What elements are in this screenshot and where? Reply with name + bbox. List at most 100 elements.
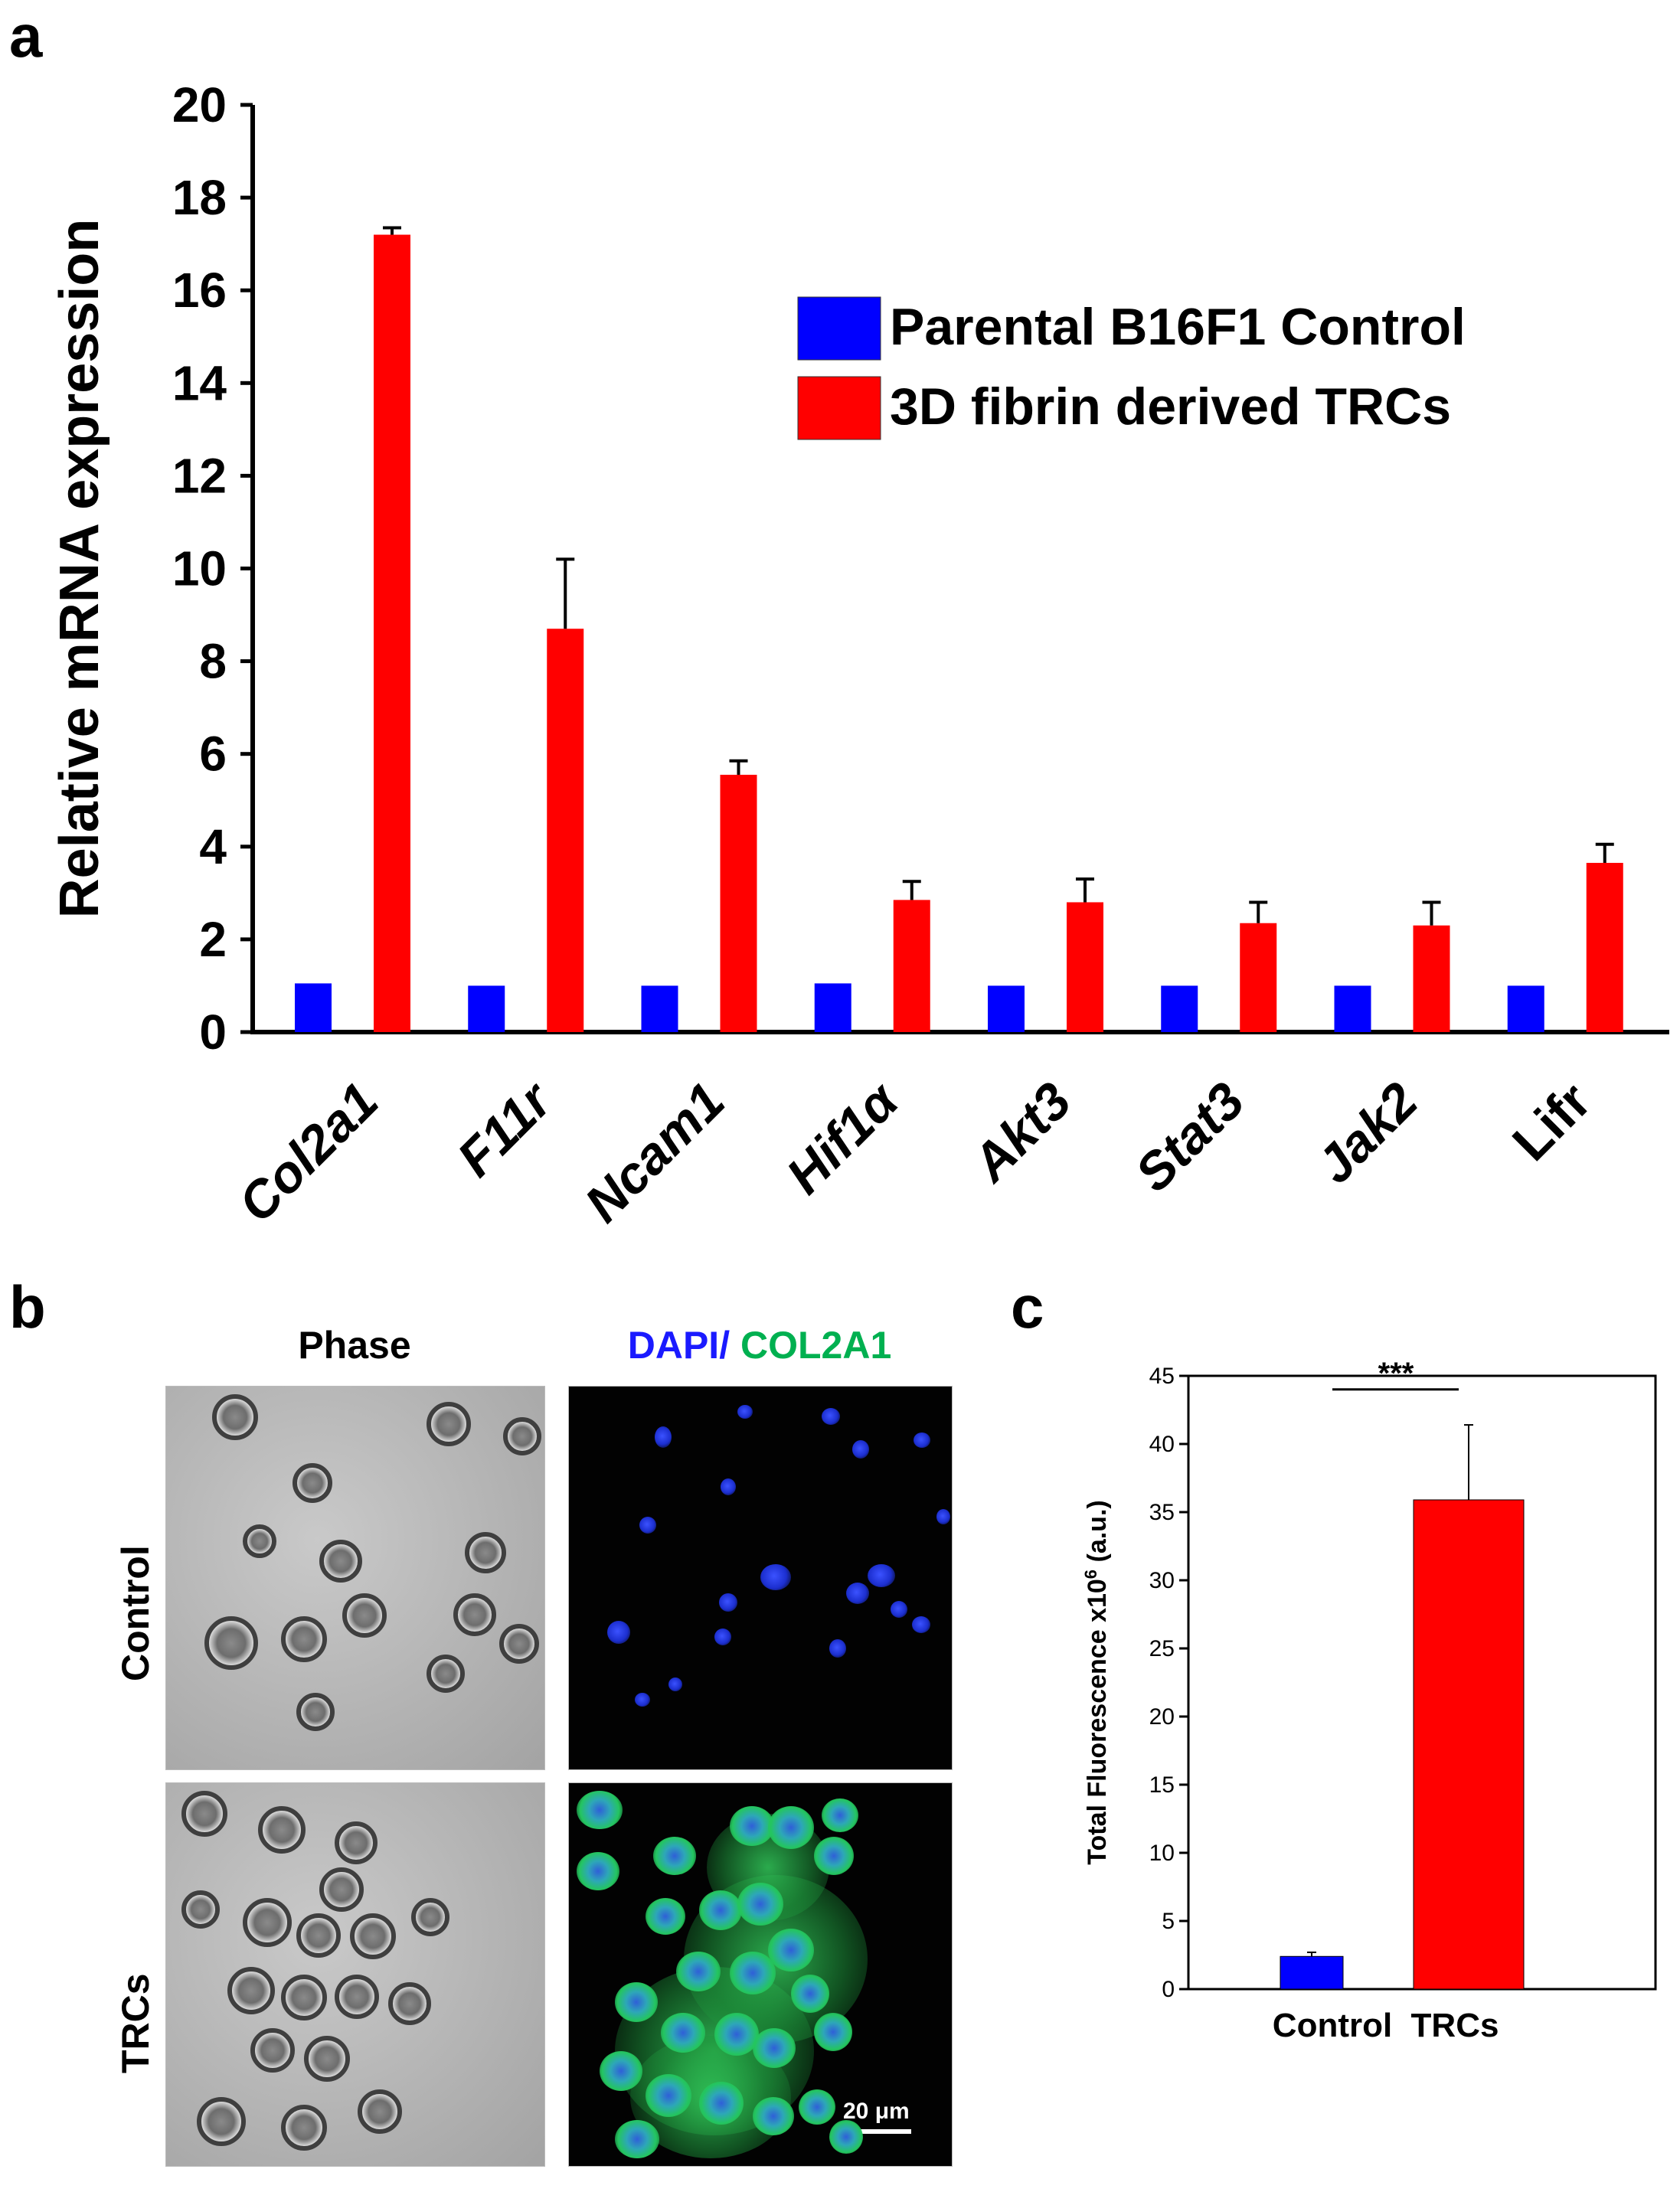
col2a1-label: COL2A1 bbox=[730, 1324, 892, 1367]
y-tick-label-a-8: 16 bbox=[172, 263, 227, 318]
x-tick-label-a-6: Jak2 bbox=[1306, 1071, 1429, 1194]
phase-trcs-cell bbox=[304, 2036, 350, 2082]
trcs-stained-cell bbox=[676, 1952, 721, 1991]
trcs-stained-cell bbox=[661, 2013, 705, 2053]
dapi-control-nucleus bbox=[936, 1509, 950, 1524]
trcs-stained-cell bbox=[577, 1791, 623, 1829]
dapi-control-nucleus bbox=[655, 1426, 672, 1448]
dapi-control-nucleus bbox=[719, 1593, 737, 1612]
x-tick-label-c-0: Control bbox=[1273, 2007, 1392, 2044]
y-tick-label-c-2: 10 bbox=[1149, 1841, 1175, 1866]
trcs-stained-cell bbox=[753, 2028, 796, 2068]
col-label-phase: Phase bbox=[298, 1324, 411, 1367]
phase-control-cell bbox=[503, 1417, 541, 1455]
phase-trcs-cell bbox=[319, 1867, 364, 1912]
y-axis-label-a: Relative mRNA expression bbox=[49, 219, 110, 919]
trcs-stained-cell bbox=[653, 1837, 696, 1875]
x-tick-label-a-1: F11r bbox=[446, 1070, 564, 1187]
phase-control-cell bbox=[281, 1616, 327, 1662]
trcs-stained-cell bbox=[791, 1975, 829, 2013]
bar-a-1-2 bbox=[720, 774, 757, 1032]
bar-a-1-6 bbox=[1413, 925, 1450, 1032]
phase-control-cell bbox=[296, 1693, 335, 1731]
micrograph-fluorescence-control bbox=[568, 1386, 953, 1770]
scale-bar bbox=[856, 2129, 911, 2134]
dapi-control-nucleus bbox=[912, 1616, 930, 1633]
dapi-control-nucleus bbox=[846, 1583, 869, 1604]
x-tick-label-a-0: Col2a1 bbox=[227, 1072, 389, 1233]
trcs-stained-cell bbox=[768, 1806, 814, 1849]
dapi-control-nucleus bbox=[607, 1621, 630, 1644]
legend-swatch-a-0 bbox=[797, 296, 881, 361]
dapi-control-nucleus bbox=[914, 1432, 930, 1448]
bar-a-1-0 bbox=[374, 234, 410, 1032]
trcs-stained-cell bbox=[730, 1952, 776, 1994]
micrograph-phase-control bbox=[165, 1386, 545, 1770]
trcs-stained-cell bbox=[814, 2013, 852, 2051]
phase-control-cell bbox=[293, 1463, 332, 1503]
x-tick-label-a-2: Ncam1 bbox=[574, 1072, 735, 1233]
phase-trcs-cell bbox=[281, 1975, 327, 2020]
phase-trcs-cell bbox=[243, 1898, 292, 1947]
phase-trcs-cell bbox=[281, 2105, 327, 2151]
trcs-stained-cell bbox=[768, 1929, 814, 1971]
trcs-stained-cell bbox=[577, 1852, 619, 1890]
y-tick-label-c-8: 40 bbox=[1149, 1432, 1175, 1457]
phase-trcs-cell bbox=[197, 2097, 246, 2146]
dapi-control-nucleus bbox=[868, 1564, 895, 1587]
trcs-stained-cell bbox=[714, 2013, 759, 2056]
bar-a-0-6 bbox=[1334, 985, 1371, 1032]
dapi-control-nucleus bbox=[760, 1564, 791, 1590]
y-tick-label-c-6: 30 bbox=[1149, 1568, 1175, 1593]
x-tick-label-a-3: Hif1α bbox=[776, 1070, 910, 1205]
bar-a-0-1 bbox=[468, 985, 505, 1032]
trcs-stained-cell bbox=[814, 1837, 854, 1875]
y-tick-label-a-6: 12 bbox=[172, 448, 227, 503]
bar-c-1 bbox=[1413, 1499, 1525, 1990]
y-axis-label-c: Total Fluorescence x106 (a.u.) bbox=[1081, 1500, 1112, 1864]
y-tick-label-a-3: 6 bbox=[199, 727, 227, 782]
bar-a-0-0 bbox=[295, 983, 332, 1032]
y-tick-label-a-5: 10 bbox=[172, 541, 227, 596]
x-tick-label-a-7: Lifr bbox=[1502, 1072, 1602, 1172]
trcs-stained-cell bbox=[799, 2089, 835, 2125]
phase-trcs-cell bbox=[335, 1821, 378, 1864]
micrograph-phase-trcs bbox=[165, 1782, 545, 2167]
phase-control-cell bbox=[342, 1593, 387, 1638]
trcs-stained-cell bbox=[829, 2120, 863, 2154]
x-tick-label-a-4: Akt3 bbox=[960, 1071, 1083, 1194]
legend-label-a-0: Parental B16F1 Control bbox=[890, 298, 1466, 356]
x-tick-label-c-1: TRCs bbox=[1411, 2007, 1499, 2044]
row-label-control: Control bbox=[114, 1545, 157, 1681]
y-tick-label-a-9: 18 bbox=[172, 170, 227, 225]
col-label-dapi-col2a1: DAPI/ COL2A1 bbox=[567, 1323, 953, 1367]
y-tick-label-c-1: 5 bbox=[1162, 1909, 1175, 1934]
trcs-stained-cell bbox=[600, 2051, 642, 2091]
trcs-stained-cell bbox=[753, 2097, 794, 2135]
bar-a-0-2 bbox=[641, 985, 678, 1032]
phase-trcs-cell bbox=[411, 1898, 449, 1936]
bar-a-1-3 bbox=[893, 900, 930, 1032]
phase-control-cell bbox=[465, 1532, 506, 1573]
phase-trcs-cell bbox=[350, 1913, 396, 1959]
dapi-label: DAPI/ bbox=[627, 1324, 731, 1367]
scale-bar-label: 20 μm bbox=[843, 2099, 910, 2124]
y-tick-label-a-10: 20 bbox=[172, 77, 227, 132]
dapi-control-nucleus bbox=[668, 1677, 682, 1691]
y-axis-label-c-superscript: 6 bbox=[1081, 1570, 1100, 1579]
y-axis-label-c-main: Total Fluorescence x10 bbox=[1083, 1579, 1112, 1865]
bar-a-1-1 bbox=[547, 629, 584, 1032]
bar-a-1-5 bbox=[1240, 923, 1277, 1032]
phase-control-cell bbox=[212, 1394, 258, 1440]
y-tick-label-c-3: 15 bbox=[1149, 1772, 1175, 1798]
micrograph-fluorescence-trcs: 20 μm bbox=[568, 1782, 953, 2167]
chart-a: 0 2 4 6 8 10 12 14 16 18 20 Relative mRNA expressio… bbox=[49, 77, 1669, 1233]
bar-a-0-7 bbox=[1507, 985, 1544, 1032]
phase-trcs-cell bbox=[388, 1982, 431, 2025]
dapi-control-nucleus bbox=[721, 1478, 736, 1495]
phase-trcs-cell bbox=[250, 2028, 295, 2073]
phase-trcs-cell bbox=[181, 1791, 227, 1837]
y-tick-label-a-2: 4 bbox=[199, 819, 227, 874]
trcs-stained-cell bbox=[646, 2074, 691, 2117]
y-tick-label-c-5: 25 bbox=[1149, 1636, 1175, 1661]
